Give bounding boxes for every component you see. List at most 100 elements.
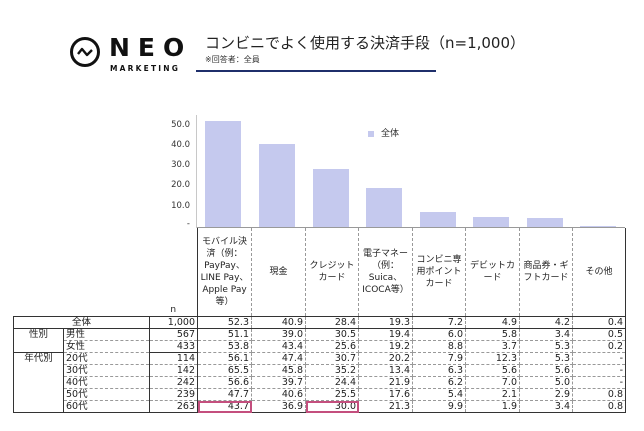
table-cell: 6.2 [412, 376, 466, 389]
y-axis [196, 115, 197, 228]
row-label: 20代 [63, 352, 150, 365]
row-n: 567 [149, 328, 198, 341]
column-header: クレジットカード [305, 228, 359, 317]
chart-legend: 全体 [368, 126, 399, 139]
row-n: 433 [149, 340, 198, 353]
table-cell: 8.8 [412, 340, 466, 353]
n-header: n [170, 305, 177, 315]
table-cell: 56.6 [197, 376, 252, 389]
table-cell: 47.7 [197, 388, 252, 401]
bar [527, 218, 563, 227]
bar [259, 143, 295, 227]
table-cell: 30.7 [305, 352, 359, 365]
table-cell: 65.5 [197, 364, 252, 377]
bar [580, 226, 616, 227]
row-n: 1,000 [149, 316, 198, 329]
table-cell: 1.9 [465, 400, 520, 413]
column-header: コンビニ専用ポイントカード [412, 228, 466, 317]
table-cell: 25.6 [305, 340, 359, 353]
y-tick: 50.0 [171, 120, 190, 130]
bar [366, 187, 402, 227]
table-cell: 5.0 [519, 376, 573, 389]
table-cell: 36.9 [251, 400, 306, 413]
table-cell: 2.9 [519, 388, 573, 401]
table-cell: 30.0 [305, 400, 359, 413]
row-n: 242 [149, 376, 198, 389]
table-row: 40代 242 56.6 39.7 24.4 21.9 6.2 7.0 5.0- [14, 376, 626, 389]
table-cell: 7.2 [412, 316, 466, 329]
row-group-label: 性別 [13, 328, 64, 353]
legend-swatch-icon [368, 130, 374, 137]
row-label: 60代 [63, 400, 150, 413]
column-header: 現金 [251, 228, 306, 317]
table-row: 性別 男性 567 51.1 39.0 30.5 19.4 6.0 5.8 3.4 0.5 [13, 328, 626, 353]
table-cell: 19.2 [358, 340, 413, 353]
table-cell: 19.4 [358, 328, 413, 341]
table-cell: - [572, 376, 626, 389]
y-tick: 40.0 [171, 140, 190, 150]
y-tick: 10.0 [171, 201, 190, 211]
row-group-label: 年代別 [13, 352, 64, 413]
table-cell: 28.4 [305, 316, 359, 329]
logo-subtext: MARKETING [110, 64, 181, 73]
table-cell: 19.3 [358, 316, 413, 329]
column-header: 電子マネー（例：Suica、ICOCA等） [358, 228, 413, 317]
table-cell: 5.4 [412, 388, 466, 401]
table-cell: 0.2 [572, 340, 626, 353]
row-n: 239 [149, 388, 198, 401]
table-header-row: n モバイル決済（例：PayPay、LINE Pay、Apple Pay等） 現… [14, 228, 626, 317]
table-cell: 40.9 [251, 316, 306, 329]
table-cell: 13.4 [358, 364, 413, 377]
y-tick: 30.0 [171, 160, 190, 170]
table-row: 年代別 20代 114 56.1 47.4 30.7 20.2 7.9 12.3 5.3- [13, 352, 626, 413]
table-cell: 20.2 [358, 352, 413, 365]
row-n: 142 [149, 364, 198, 377]
table-cell: 24.4 [305, 376, 359, 389]
table-cell: 4.2 [519, 316, 573, 329]
legend-label: 全体 [381, 129, 400, 139]
row-n: 263 [149, 400, 198, 413]
table-cell: 51.1 [197, 328, 252, 341]
page-subtitle: ※回答者：全員 [205, 55, 260, 64]
table-cell: 43.4 [251, 340, 306, 353]
table-cell: 7.0 [465, 376, 520, 389]
table-cell: 47.4 [251, 352, 306, 365]
row-label: 30代 [63, 364, 150, 377]
table-cell: 2.1 [465, 388, 520, 401]
table-row: 30代 142 65.5 45.8 35.2 13.4 6.3 5.6 5.6- [14, 364, 626, 377]
table-cell: 7.9 [412, 352, 466, 365]
table-cell: 3.4 [519, 400, 573, 413]
logo-text: NEO [109, 33, 193, 62]
table-cell: 5.6 [465, 364, 520, 377]
bar [420, 212, 456, 227]
bar [205, 120, 241, 227]
column-header: デビットカード [465, 228, 520, 317]
table-cell: 0.5 [572, 328, 626, 341]
table-cell: - [572, 352, 626, 365]
table-cell: 6.3 [412, 364, 466, 377]
column-header: モバイル決済（例：PayPay、LINE Pay、Apple Pay等） [197, 228, 252, 317]
table-cell: 0.8 [572, 400, 626, 413]
bar-chart: 50.0 40.0 30.0 20.0 10.0 - 全体 [171, 115, 625, 229]
table-cell: 3.4 [519, 328, 573, 341]
table-cell: 45.8 [251, 364, 306, 377]
column-header: 商品券・ギフトカード [519, 228, 573, 317]
row-label: 全体 [13, 316, 150, 329]
bar [473, 217, 509, 227]
title-underline [196, 70, 436, 72]
table-cell: 21.9 [358, 376, 413, 389]
table-row: 60代 263 43.7 36.9 30.0 21.3 9.9 1.9 3.4 0.8 [14, 400, 626, 413]
data-table: n モバイル決済（例：PayPay、LINE Pay、Apple Pay等） 現… [13, 228, 626, 413]
table-row: 女性 433 53.8 43.4 25.6 19.2 8.8 3.7 5.3 0.2 [14, 340, 626, 353]
table-cell: 21.3 [358, 400, 413, 413]
logo-wave-icon [70, 37, 100, 67]
table-cell: 5.8 [465, 328, 520, 341]
table-cell: - [572, 364, 626, 377]
y-tick: 20.0 [171, 180, 190, 190]
table-cell: 0.8 [572, 388, 626, 401]
table-cell: 0.4 [572, 316, 626, 329]
bar [313, 169, 349, 227]
table-cell: 35.2 [305, 364, 359, 377]
table-cell: 5.3 [519, 340, 573, 353]
table-cell: 5.6 [519, 364, 573, 377]
